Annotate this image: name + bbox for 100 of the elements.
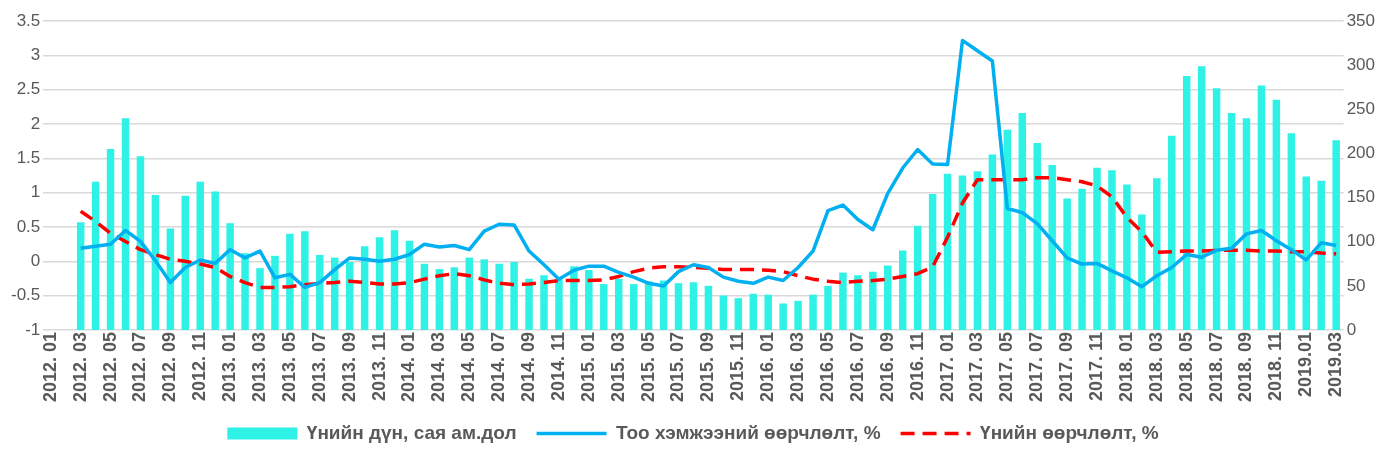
y2-tick-label: 50 (1346, 275, 1366, 295)
y2-tick-label: 350 (1346, 10, 1376, 30)
x-tick-label: 2016. 11 (906, 331, 927, 402)
bar (1227, 112, 1236, 330)
bar (869, 271, 877, 330)
x-tick-label: 2018. 05 (1175, 331, 1196, 403)
bar (1048, 164, 1056, 330)
bar (779, 303, 787, 330)
x-tick-label: 2017. 01 (936, 331, 957, 403)
x-tick-label: 2017. 11 (1085, 331, 1106, 402)
x-tick-label: 2014. 03 (428, 331, 449, 403)
x-tick-label: 2014. 07 (488, 331, 509, 403)
bar (1332, 140, 1340, 330)
x-tick-label: 2018. 09 (1235, 331, 1256, 403)
x-tick-label: 2012. 01 (39, 331, 60, 403)
bar (1212, 88, 1221, 330)
bar (1108, 170, 1116, 330)
bar (764, 294, 772, 330)
bar (510, 262, 518, 330)
bar (1138, 214, 1146, 330)
legend-label: Үнийн дүн, сая ам.дол (306, 421, 517, 443)
bar (704, 285, 713, 330)
y-tick-label: 0 (30, 251, 41, 271)
bar (525, 278, 533, 330)
bar (958, 175, 967, 330)
bar (824, 285, 832, 330)
bar (1272, 99, 1281, 330)
bar (585, 269, 593, 330)
bar (1287, 133, 1296, 330)
bar (1257, 85, 1266, 330)
bar (1302, 176, 1311, 330)
y2-tick-label: 250 (1346, 99, 1376, 119)
bar (211, 191, 219, 330)
bar (1182, 75, 1191, 330)
x-tick-label: 2012. 05 (99, 331, 120, 403)
x-tick-label: 2012. 09 (159, 331, 180, 403)
bar (615, 278, 623, 330)
bar (689, 282, 698, 330)
x-tick-label: 2017. 05 (996, 331, 1017, 403)
bar (271, 255, 279, 330)
x-tick-label: 2013. 05 (278, 331, 299, 403)
x-tick-label: 2015. 09 (697, 331, 718, 403)
bar (1317, 180, 1325, 330)
x-tick-label: 2015. 07 (667, 331, 688, 403)
bar (719, 295, 728, 330)
y2-tick-label: 100 (1346, 231, 1376, 251)
y-tick-label: 1 (30, 182, 41, 202)
bar (1033, 142, 1041, 330)
bar (1063, 198, 1071, 330)
x-tick-label: 2014. 11 (547, 331, 568, 402)
x-tick-label: 2018. 03 (1145, 331, 1166, 403)
x-tick-label: 2014. 01 (398, 331, 419, 403)
legend-label: Үнийн өөрчлөлт, % (980, 421, 1159, 443)
x-tick-label: 2013. 07 (308, 331, 329, 403)
bar (465, 257, 473, 330)
bar (495, 263, 503, 330)
y-tick-label: -0.5 (11, 285, 41, 305)
x-tick-label: 2015. 05 (637, 331, 658, 403)
bar (943, 173, 952, 330)
x-tick-label: 2013. 03 (248, 331, 269, 403)
bar (196, 181, 204, 330)
bar (988, 154, 997, 330)
x-tick-label: 2016. 09 (876, 331, 897, 403)
bar (1123, 184, 1131, 330)
bar (106, 149, 115, 330)
bar (884, 265, 892, 330)
y2-tick-label: 300 (1346, 54, 1376, 74)
x-tick-label: 2018. 01 (1115, 331, 1136, 403)
x-tick-label: 2014. 09 (518, 331, 539, 403)
bar (316, 254, 324, 330)
line-series (78, 175, 1338, 290)
x-tick-label: 2012. 07 (129, 331, 150, 403)
x-tick-label: 2019.01 (1295, 331, 1316, 398)
y-tick-label: 0.5 (16, 216, 41, 236)
bar (1018, 112, 1027, 330)
y2-tick-label: 200 (1346, 143, 1376, 163)
bar (121, 118, 130, 330)
bar (1153, 178, 1161, 330)
bar (854, 275, 862, 330)
bar (91, 181, 100, 330)
x-tick-label: 2016. 01 (757, 331, 778, 403)
x-tick-label: 2013. 09 (338, 331, 359, 403)
bar (600, 284, 608, 330)
x-tick-label: 2016. 03 (787, 331, 808, 403)
bar (629, 284, 638, 330)
bar (1078, 188, 1086, 330)
x-tick-label: 2015. 01 (577, 331, 598, 403)
bar (973, 171, 982, 330)
bar (1197, 66, 1206, 330)
x-tick-label: 2016. 07 (846, 331, 867, 403)
x-tick-label: 2012. 03 (69, 331, 90, 403)
bar (794, 300, 802, 330)
bar (76, 222, 85, 330)
bar (345, 262, 354, 330)
y-tick-label: 2 (30, 113, 41, 133)
bar (734, 298, 743, 330)
y-tick-label: 3.5 (16, 10, 41, 30)
bar (226, 223, 234, 330)
bar (1093, 167, 1101, 330)
x-tick-label: 2019.03 (1325, 331, 1346, 398)
